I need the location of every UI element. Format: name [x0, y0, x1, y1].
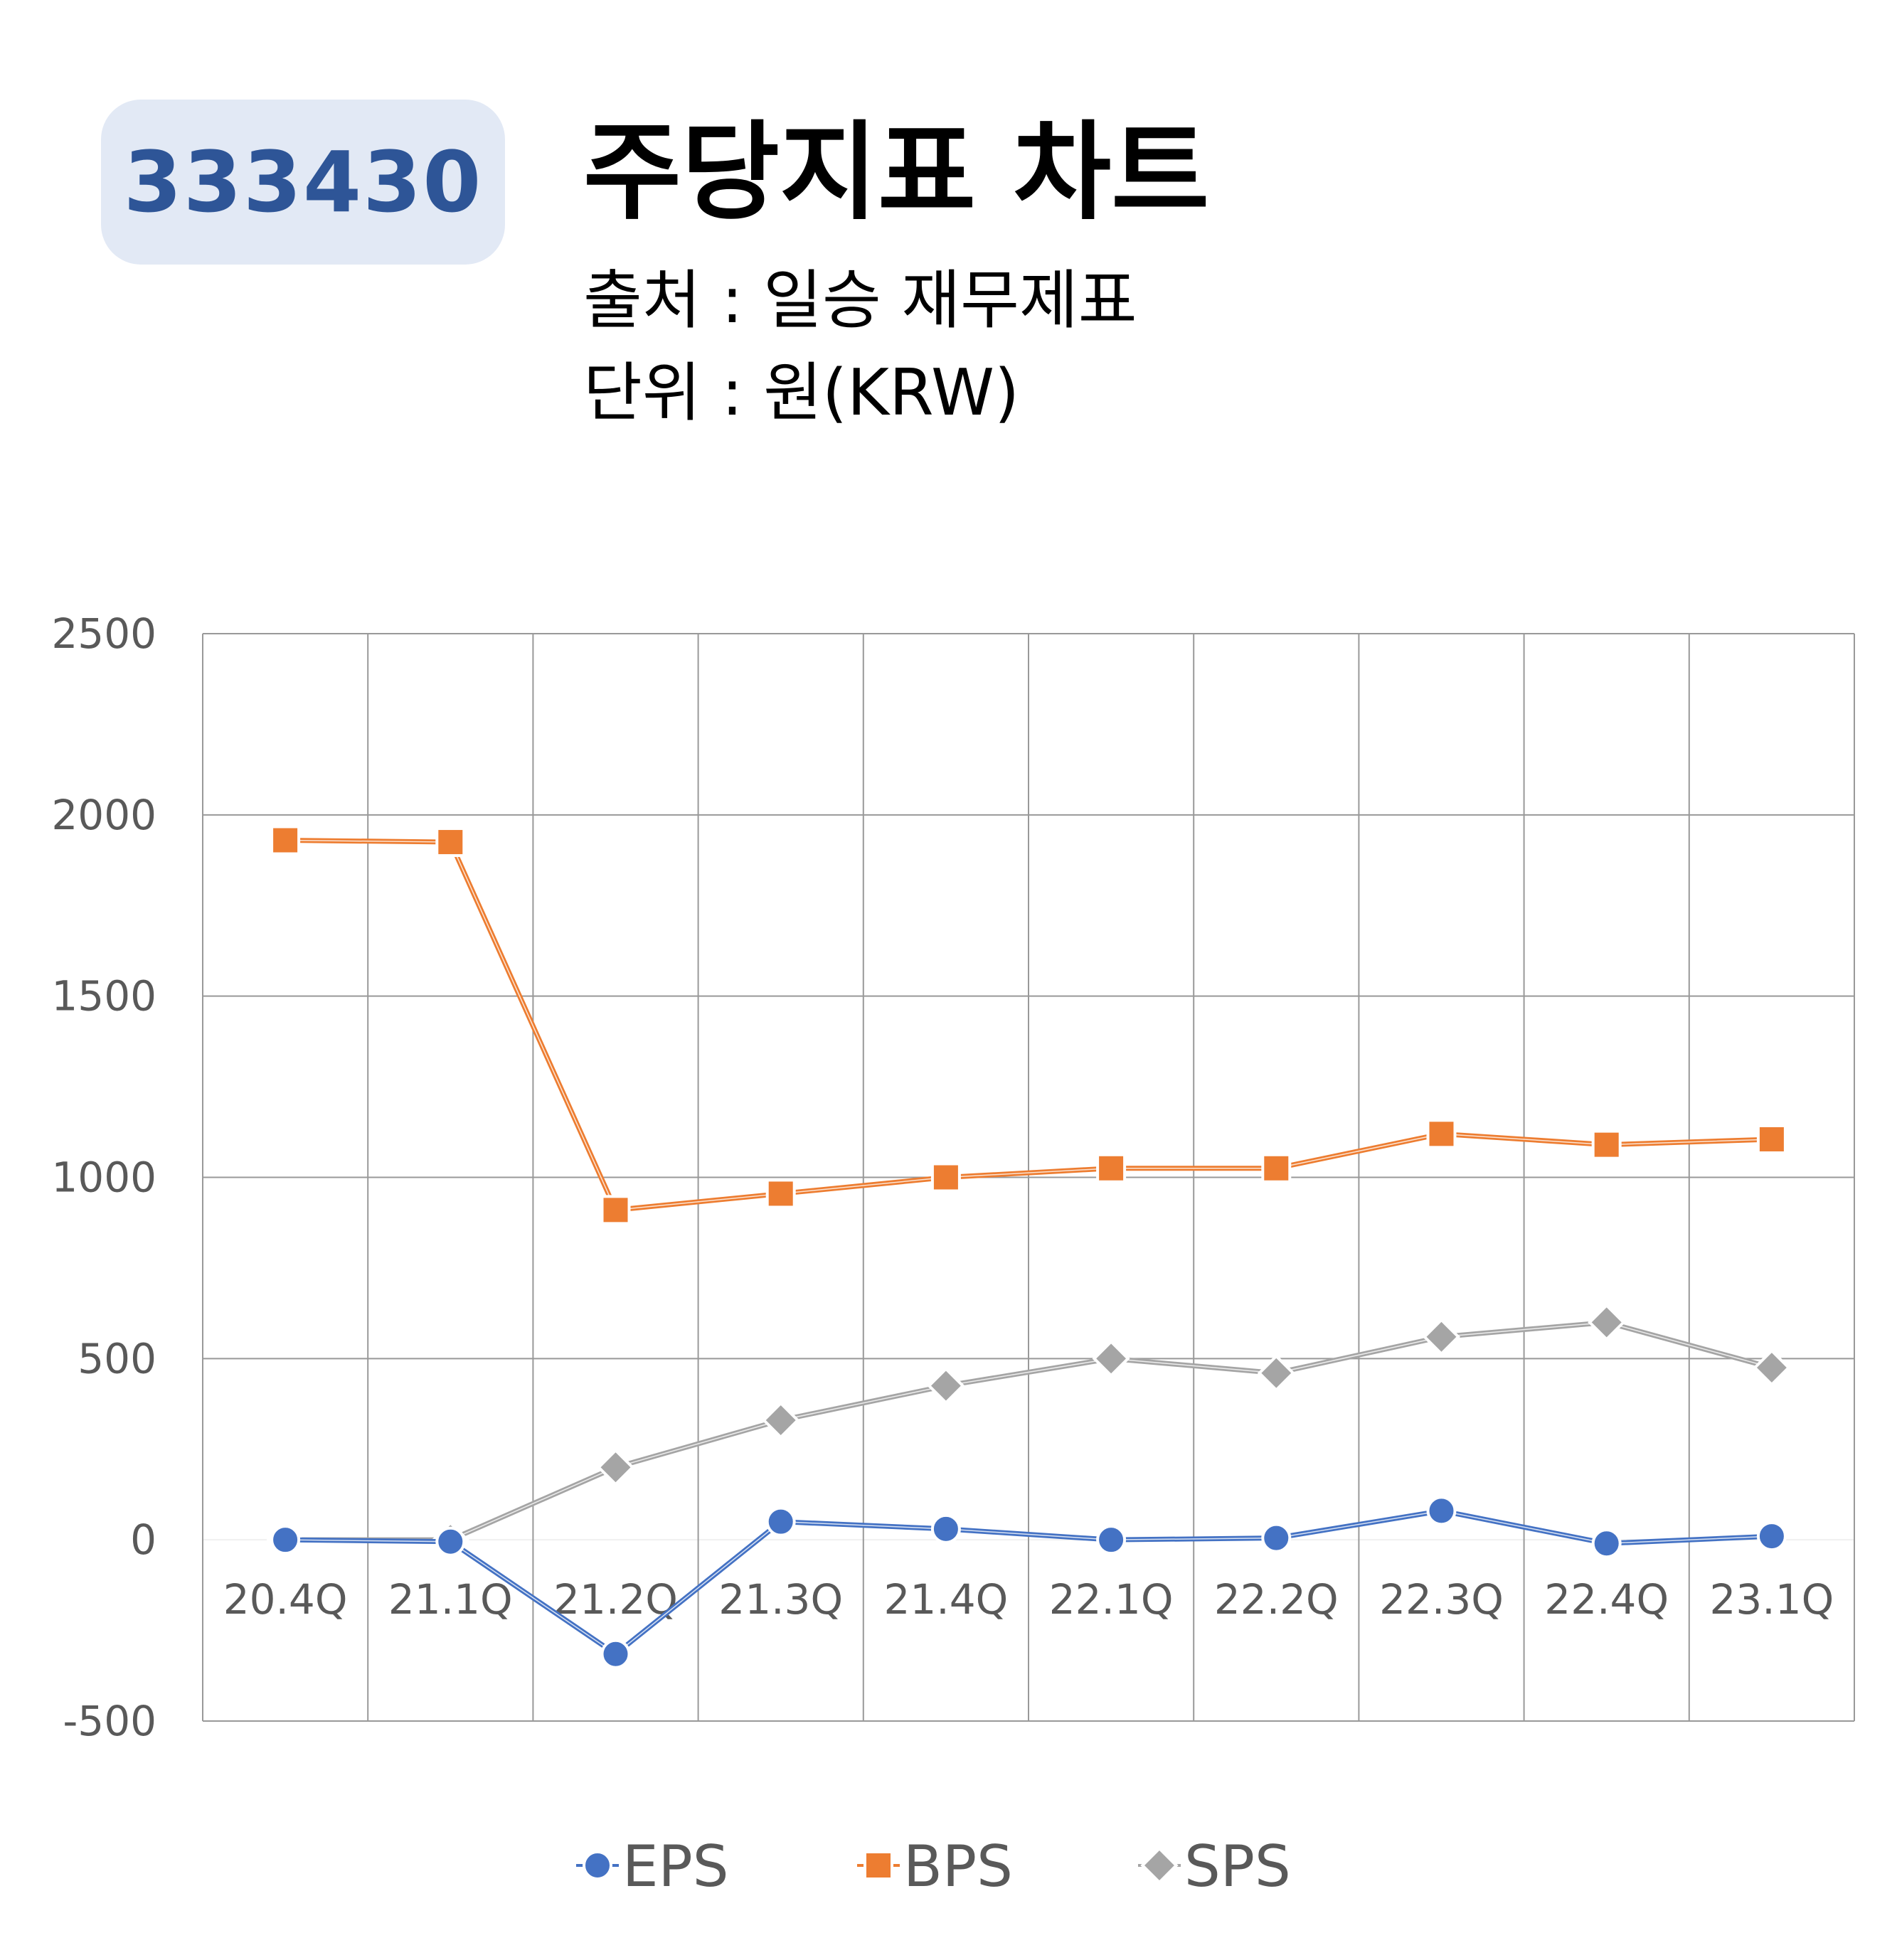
legend-label-sps: SPS	[1184, 1833, 1291, 1900]
eps-point	[270, 1525, 301, 1555]
unit-label: 단위 : 원(KRW)	[583, 356, 1020, 430]
sps-point	[927, 1366, 965, 1405]
x-tick-label: 20.4Q	[223, 1575, 348, 1624]
x-tick-label: 22.4Q	[1544, 1575, 1669, 1624]
x-tick-label: 23.1Q	[1710, 1575, 1834, 1624]
bps-point	[1261, 1153, 1292, 1183]
legend-item-bps: BPS	[857, 1833, 1013, 1900]
eps-point	[1096, 1525, 1127, 1555]
x-tick-label: 21.4Q	[884, 1575, 1009, 1624]
legend-item-eps: EPS	[576, 1833, 729, 1900]
x-tick-label: 22.3Q	[1379, 1575, 1504, 1624]
sps-point	[596, 1448, 635, 1486]
chart-title: 주당지표 차트	[583, 111, 1210, 235]
x-tick-label: 21.3Q	[718, 1575, 843, 1624]
x-tick-label: 22.2Q	[1214, 1575, 1339, 1624]
y-tick-label: 2000	[51, 791, 156, 839]
bps-point	[270, 825, 301, 856]
y-tick-label: -500	[63, 1697, 156, 1745]
sps-line-highlight	[285, 1321, 1773, 1540]
eps-series	[270, 1496, 1787, 1669]
eps-point	[1426, 1496, 1457, 1526]
bps-point	[600, 1195, 631, 1225]
legend-item-sps: SPS	[1138, 1833, 1291, 1900]
sps-point	[1422, 1318, 1461, 1356]
eps-line-highlight	[285, 1510, 1772, 1655]
eps-point	[1261, 1523, 1292, 1553]
source-label: 출처 : 일승 재무제표	[583, 263, 1137, 338]
bps-point	[765, 1178, 796, 1209]
x-axis-ticks: 20.4Q 21.1Q 21.2Q 21.3Q 21.4Q 22.1Q 22.2Q 22.3Q…	[223, 1575, 1834, 1624]
eps-point	[765, 1506, 796, 1537]
chart-series	[266, 825, 1791, 1669]
legend-marker-sps	[1140, 1846, 1179, 1885]
x-tick-label: 21.2Q	[553, 1575, 678, 1624]
eps-point	[930, 1513, 961, 1544]
legend-label-bps: BPS	[903, 1833, 1013, 1900]
eps-point	[600, 1639, 631, 1669]
sps-point	[1588, 1303, 1626, 1341]
bps-point	[1756, 1124, 1787, 1154]
y-tick-label: 0	[130, 1516, 156, 1564]
y-tick-label: 1500	[51, 972, 156, 1021]
legend-label-eps: EPS	[622, 1833, 729, 1900]
bps-point	[930, 1162, 961, 1193]
y-axis-ticks: 2500 2000 1500 1000 500 0 -500	[51, 609, 156, 1745]
y-tick-label: 500	[78, 1334, 156, 1383]
x-tick-label: 22.1Q	[1049, 1575, 1174, 1624]
sps-point	[1092, 1339, 1130, 1378]
bps-series	[270, 825, 1787, 1225]
ticker-code: 333430	[123, 133, 483, 231]
chart-legend: EPS BPS SPS	[576, 1833, 1291, 1900]
bps-point	[1591, 1129, 1622, 1160]
eps-point	[1591, 1528, 1622, 1559]
eps-point	[1756, 1521, 1787, 1552]
eps-point	[435, 1526, 466, 1557]
bps-line-highlight	[285, 839, 1772, 1211]
bps-point	[1096, 1153, 1127, 1183]
bps-point	[1426, 1119, 1457, 1149]
legend-marker-bps	[864, 1850, 893, 1880]
sps-point	[762, 1401, 800, 1439]
x-tick-label: 21.1Q	[388, 1575, 513, 1624]
legend-marker-eps	[583, 1850, 612, 1880]
bps-point	[435, 827, 466, 858]
sps-point	[1753, 1348, 1791, 1387]
ticker-badge: 333430	[101, 100, 505, 265]
sps-series	[266, 1303, 1791, 1559]
sps-point	[1257, 1354, 1295, 1392]
y-tick-label: 1000	[51, 1154, 156, 1202]
y-tick-label: 2500	[51, 609, 156, 658]
